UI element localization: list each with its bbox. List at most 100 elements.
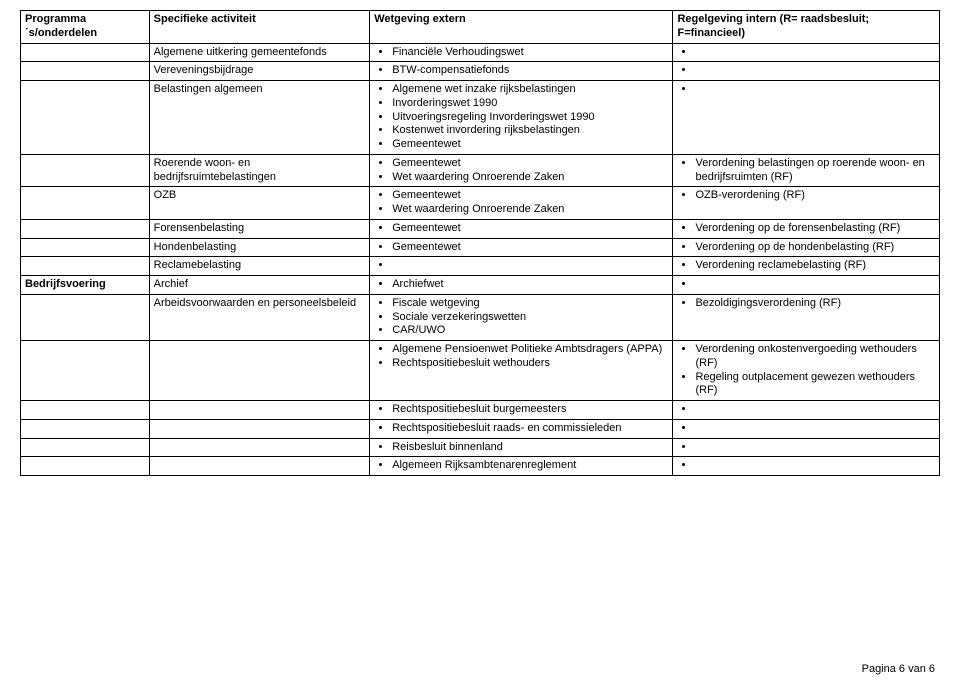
- activiteit-label: Vereveningsbijdrage: [154, 64, 254, 76]
- cell-activiteit: Forensenbelasting: [149, 219, 370, 238]
- intern-item: Verordening op de forensenbelasting (RF): [695, 222, 935, 236]
- table-row: Algemeen Rijksambtenarenreglement: [21, 457, 940, 476]
- extern-item: Gemeentewet: [392, 189, 668, 203]
- programma-label: Bedrijfsvoering: [25, 278, 106, 290]
- extern-item: [392, 259, 668, 273]
- table-row: HondenbelastingGemeentewet Verordening op…: [21, 238, 940, 257]
- cell-intern: Verordening op de forensenbelasting (RF): [673, 219, 940, 238]
- cell-activiteit: Arbeidsvoorwaarden en personeelsbeleid: [149, 294, 370, 340]
- extern-item: Financiële Verhoudingswet: [392, 46, 668, 60]
- extern-item: Reisbesluit binnenland: [392, 441, 668, 455]
- extern-item: Rechtspositiebesluit wethouders: [392, 357, 668, 371]
- cell-activiteit: [149, 457, 370, 476]
- cell-intern: [673, 62, 940, 81]
- extern-item: Gemeentewet: [392, 138, 668, 152]
- extern-item: Gemeentewet: [392, 222, 668, 236]
- cell-programma: Bedrijfsvoering: [21, 276, 150, 295]
- intern-item: Bezoldigingsverordening (RF): [695, 297, 935, 311]
- activiteit-label: Reclamebelasting: [154, 259, 241, 271]
- cell-activiteit: Hondenbelasting: [149, 238, 370, 257]
- cell-programma: [21, 438, 150, 457]
- cell-intern: [673, 457, 940, 476]
- cell-programma: [21, 62, 150, 81]
- extern-item: Rechtspositiebesluit burgemeesters: [392, 403, 668, 417]
- page-number: Pagina 6 van 6: [862, 663, 935, 675]
- intern-item: [695, 278, 935, 292]
- extern-item: Fiscale wetgeving: [392, 297, 668, 311]
- cell-programma: [21, 238, 150, 257]
- intern-item: [695, 459, 935, 473]
- cell-programma: [21, 43, 150, 62]
- extern-item: Gemeentewet: [392, 157, 668, 171]
- cell-intern: [673, 419, 940, 438]
- extern-item: Wet waardering Onroerende Zaken: [392, 203, 668, 217]
- cell-activiteit: Vereveningsbijdrage: [149, 62, 370, 81]
- cell-programma: [21, 154, 150, 187]
- regulations-table: Programma´s/onderdelen Specifieke activi…: [20, 10, 940, 476]
- cell-extern: Algemene Pensioenwet Politieke Ambtsdrag…: [370, 341, 673, 401]
- col-header-extern: Wetgeving extern: [370, 11, 673, 44]
- table-row: Roerende woon- en bedrijfsruimtebelastin…: [21, 154, 940, 187]
- activiteit-label: Archief: [154, 278, 188, 290]
- table-row: Bedrijfsvoering Archief Archiefwet: [21, 276, 940, 295]
- cell-extern: [370, 257, 673, 276]
- cell-extern: Archiefwet: [370, 276, 673, 295]
- cell-extern: BTW-compensatiefonds: [370, 62, 673, 81]
- cell-intern: Verordening reclamebelasting (RF): [673, 257, 940, 276]
- cell-intern: [673, 401, 940, 420]
- table-header-row: Programma´s/onderdelen Specifieke activi…: [21, 11, 940, 44]
- intern-item: Regeling outplacement gewezen wethouders…: [695, 371, 935, 399]
- activiteit-label: Forensenbelasting: [154, 222, 245, 234]
- cell-activiteit: Belastingen algemeen: [149, 81, 370, 155]
- cell-programma: [21, 341, 150, 401]
- table-row: Rechtspositiebesluit burgemeesters: [21, 401, 940, 420]
- table-row: Forensenbelasting Gemeentewet Verordening …: [21, 219, 940, 238]
- cell-extern: Algemene wet inzake rijksbelastingenInvo…: [370, 81, 673, 155]
- cell-extern: Rechtspositiebesluit raads- en commissie…: [370, 419, 673, 438]
- cell-extern: Rechtspositiebesluit burgemeesters: [370, 401, 673, 420]
- extern-item: Sociale verzekeringswetten: [392, 311, 668, 325]
- intern-item: [695, 64, 935, 78]
- cell-extern: GemeentewetWet waardering Onroerende Zak…: [370, 187, 673, 220]
- cell-activiteit: [149, 401, 370, 420]
- intern-item: Verordening op de hondenbelasting (RF): [695, 241, 935, 255]
- cell-activiteit: Archief: [149, 276, 370, 295]
- cell-extern: GemeentewetWet waardering Onroerende Zak…: [370, 154, 673, 187]
- cell-intern: Verordening belastingen op roerende woon…: [673, 154, 940, 187]
- cell-activiteit: Roerende woon- en bedrijfsruimtebelastin…: [149, 154, 370, 187]
- cell-programma: [21, 419, 150, 438]
- cell-intern: Bezoldigingsverordening (RF): [673, 294, 940, 340]
- cell-intern: [673, 276, 940, 295]
- extern-item: Kostenwet invordering rijksbelastingen: [392, 124, 668, 138]
- cell-intern: OZB-verordening (RF): [673, 187, 940, 220]
- intern-item: [695, 441, 935, 455]
- table-row: OZB GemeentewetWet waardering Onroerende …: [21, 187, 940, 220]
- extern-item: Uitvoeringsregeling Invorderingswet 1990: [392, 111, 668, 125]
- table-row: Reisbesluit binnenland: [21, 438, 940, 457]
- cell-extern: Fiscale wetgevingSociale verzekeringswet…: [370, 294, 673, 340]
- intern-item: [695, 83, 935, 97]
- activiteit-label: Arbeidsvoorwaarden en personeelsbeleid: [154, 297, 356, 309]
- extern-item: Archiefwet: [392, 278, 668, 292]
- cell-extern: Reisbesluit binnenland: [370, 438, 673, 457]
- col-header-activiteit: Specifieke activiteit: [149, 11, 370, 44]
- extern-item: CAR/UWO: [392, 324, 668, 338]
- cell-programma: [21, 401, 150, 420]
- extern-item: Wet waardering Onroerende Zaken: [392, 171, 668, 185]
- extern-item: Algemene Pensioenwet Politieke Ambtsdrag…: [392, 343, 668, 357]
- col-header-intern: Regelgeving intern (R= raadsbesluit; F=f…: [673, 11, 940, 44]
- table-row: Algemene Pensioenwet Politieke Ambtsdrag…: [21, 341, 940, 401]
- table-row: Algemene uitkering gemeentefonds Financië…: [21, 43, 940, 62]
- extern-item: Algemeen Rijksambtenarenreglement: [392, 459, 668, 473]
- cell-activiteit: Algemene uitkering gemeentefonds: [149, 43, 370, 62]
- intern-item: Verordening reclamebelasting (RF): [695, 259, 935, 273]
- intern-item: [695, 422, 935, 436]
- activiteit-label: OZB: [154, 189, 177, 201]
- cell-extern: Algemeen Rijksambtenarenreglement: [370, 457, 673, 476]
- intern-item: [695, 403, 935, 417]
- cell-extern: Gemeentewet: [370, 238, 673, 257]
- cell-programma: [21, 457, 150, 476]
- cell-activiteit: OZB: [149, 187, 370, 220]
- extern-item: Rechtspositiebesluit raads- en commissie…: [392, 422, 668, 436]
- cell-intern: Verordening onkostenvergoeding wethouder…: [673, 341, 940, 401]
